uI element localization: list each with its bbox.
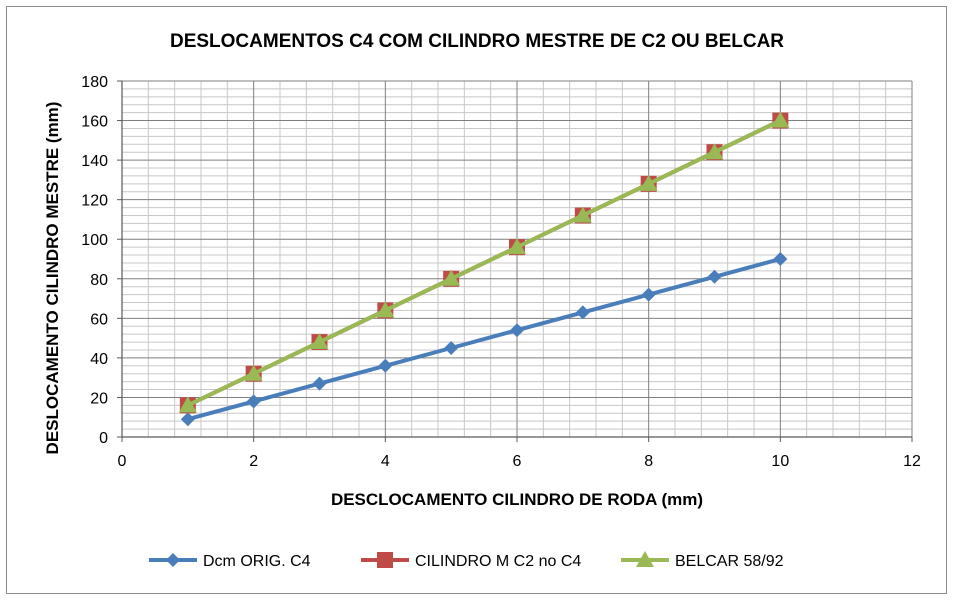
y-tick-label: 0	[99, 430, 108, 447]
x-tick-label: 6	[513, 453, 522, 470]
x-tick-label: 8	[644, 453, 653, 470]
x-tick-label: 12	[903, 453, 921, 470]
data-point	[444, 341, 459, 355]
series-0	[180, 252, 788, 427]
legend-item: CILINDRO M C2 no C4	[361, 552, 581, 570]
data-point	[771, 111, 790, 128]
data-point	[773, 252, 788, 266]
data-point	[707, 269, 722, 284]
legend-marker	[377, 552, 393, 568]
data-point	[639, 174, 658, 191]
y-tick-label: 20	[90, 390, 108, 407]
data-point	[442, 269, 461, 286]
legend-marker	[636, 551, 654, 567]
legend-label: Dcm ORIG. C4	[203, 553, 311, 570]
y-tick-label: 160	[81, 114, 108, 131]
chart-title: DESLOCAMENTOS C4 COM CILINDRO MESTRE DE …	[170, 31, 784, 52]
data-point	[246, 394, 261, 409]
data-point	[312, 376, 327, 391]
x-tick-label: 2	[249, 453, 258, 470]
x-tick-label: 10	[771, 453, 789, 470]
y-tick-label: 100	[81, 232, 108, 249]
line-chart: DESLOCAMENTOS C4 COM CILINDRO MESTRE DE …	[43, 31, 921, 570]
data-point	[244, 364, 263, 381]
series-2	[178, 111, 790, 413]
legend-item: BELCAR 58/92	[621, 551, 784, 570]
data-point	[508, 238, 526, 255]
y-tick-label: 180	[81, 74, 108, 91]
legend-item: Dcm ORIG. C4	[149, 553, 311, 570]
data-point	[641, 287, 656, 302]
chart-frame: DESLOCAMENTOS C4 COM CILINDRO MESTRE DE …	[6, 6, 947, 594]
grid	[121, 80, 913, 438]
series-layer	[178, 111, 790, 427]
data-point	[310, 333, 329, 350]
data-point	[180, 412, 195, 427]
legend: Dcm ORIG. C4 CILINDRO M C2 no C4 BELCAR 58…	[149, 551, 784, 570]
data-point	[705, 143, 724, 160]
y-tick-label: 80	[90, 272, 108, 289]
data-point	[573, 206, 592, 223]
data-point	[575, 305, 590, 320]
y-tick-label: 60	[90, 311, 108, 328]
legend-marker	[166, 553, 180, 567]
y-axis-title: DESLOCAMENTO CILINDRO MESTRE (mm)	[43, 102, 62, 455]
data-point	[178, 396, 197, 413]
y-tick-label: 40	[90, 351, 108, 368]
series-line	[186, 118, 782, 408]
x-tick-label: 4	[381, 453, 390, 470]
data-point	[376, 301, 395, 318]
series-line	[187, 257, 781, 422]
legend-label: CILINDRO M C2 no C4	[415, 553, 581, 570]
x-axis-title: DESCLOCAMENTO CILINDRO DE RODA (mm)	[331, 490, 703, 509]
x-tick-label: 0	[118, 453, 127, 470]
y-tick-label: 120	[81, 193, 108, 210]
y-tick-label: 140	[81, 153, 108, 170]
data-point	[510, 323, 524, 338]
legend-label: BELCAR 58/92	[675, 553, 784, 570]
data-point	[378, 358, 393, 373]
